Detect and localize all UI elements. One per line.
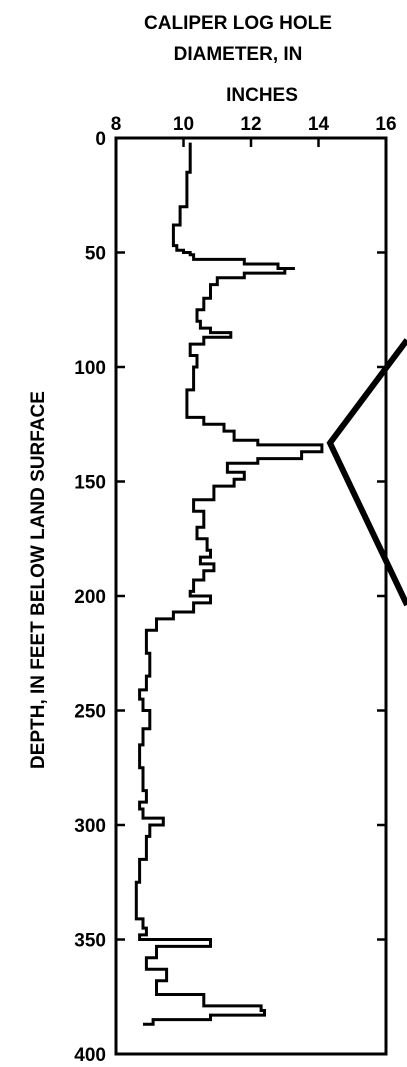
y-tick-label: 0 [95,129,106,150]
plot-frame [114,136,388,1056]
x-axis-label: INCHES [226,85,298,106]
series-line-0 [134,142,324,1026]
y-tick-label: 150 [74,473,106,494]
x-tick-label: 16 [375,114,396,135]
y-tick-label: 400 [74,1045,106,1066]
highlight-marker [326,338,407,607]
x-tick-label: 10 [173,114,194,135]
chart-title-line-2: DIAMETER, IN [174,44,303,65]
y-axis-label: DEPTH, IN FEET BELOW LAND SURFACE [28,391,49,769]
series-group [134,142,324,1026]
x-tick-label: 8 [111,114,122,135]
axis-ticks: 8 10 12 14 16 0 50 100 150 200 250 300 350 400 [74,114,396,1066]
y-tick-label: 200 [74,587,106,608]
y-tick-label: 350 [74,931,106,952]
y-tick-label: 50 [85,244,106,265]
y-tick-label: 300 [74,816,106,837]
y-tick-label: 100 [74,358,106,379]
x-tick-label: 14 [308,114,330,135]
marker-arrow [326,338,407,607]
y-tick-label: 250 [74,702,106,723]
x-tick-label: 12 [240,114,261,135]
chart-title-line-1: CALIPER LOG HOLE [144,13,332,34]
